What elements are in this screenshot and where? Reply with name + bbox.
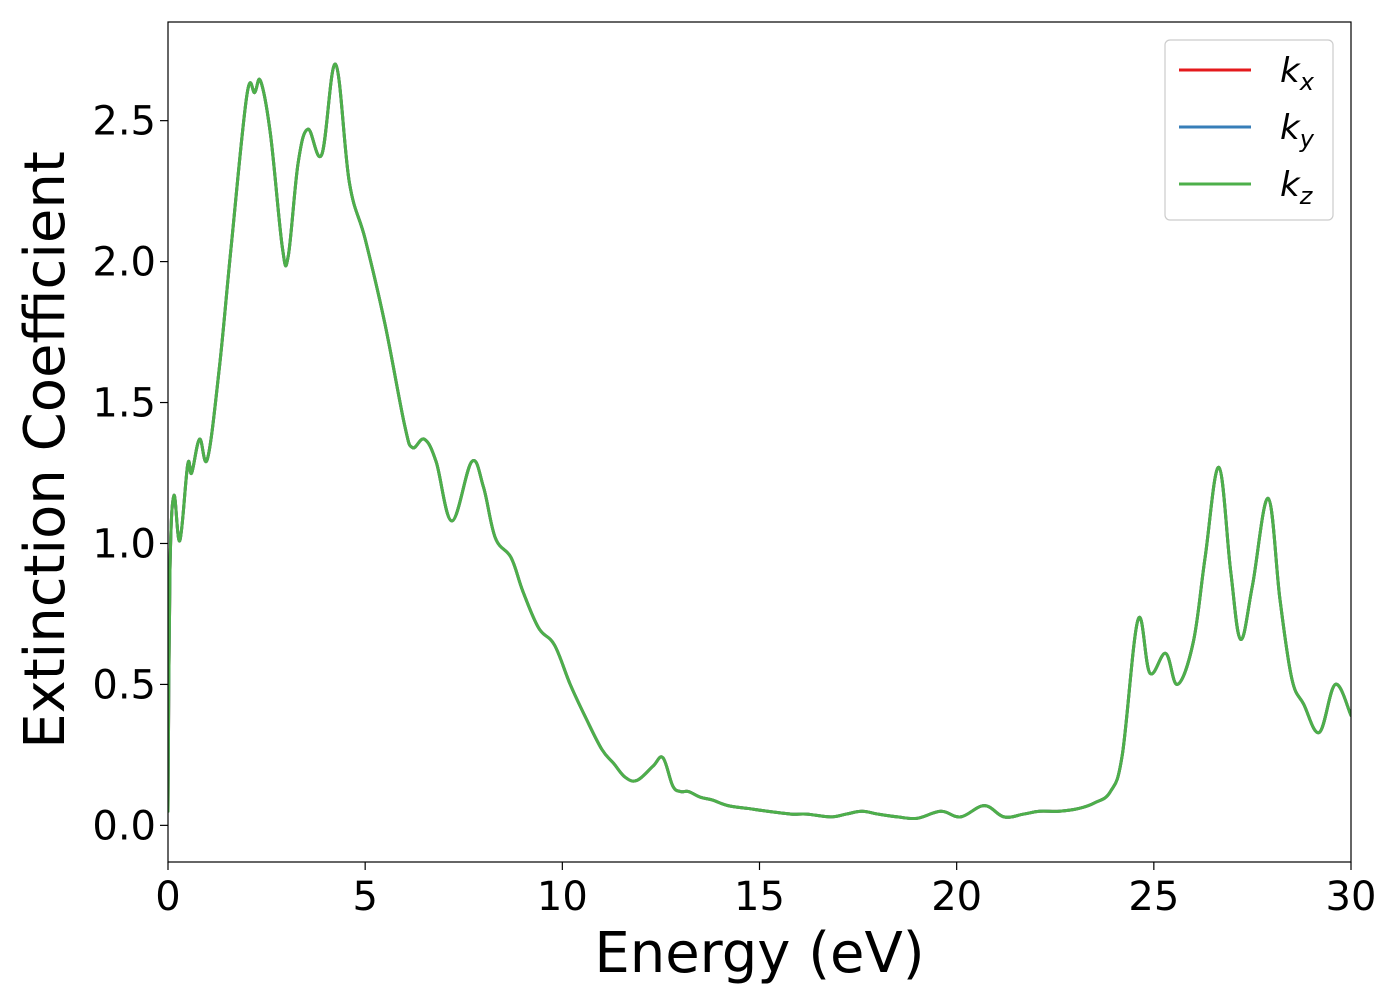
legend-label-sub: x — [1299, 68, 1315, 96]
series-layer — [168, 62, 1351, 821]
legend-label-main: k — [1280, 165, 1301, 205]
legend-label-y: ky — [1280, 108, 1315, 153]
legend-label-sub: z — [1299, 182, 1314, 210]
legend-box — [1164, 39, 1334, 221]
y-tick-label: 0.0 — [92, 803, 156, 849]
y-tick-label: 0.5 — [92, 662, 156, 708]
legend-label-main: k — [1280, 108, 1301, 148]
legend-label-sub: y — [1299, 125, 1315, 153]
axes-layer: 0 5 10 15 20 25 30 0.0 0.5 1.0 1.5 2.0 2.5 — [92, 21, 1377, 920]
y-axis-title: Extinction Coefficient — [13, 151, 78, 749]
x-tick-label: 25 — [1128, 874, 1179, 920]
legend-label-z: kz — [1280, 165, 1314, 210]
legend-label-x: kx — [1280, 51, 1315, 96]
x-tick-label: 10 — [537, 874, 588, 920]
x-tick-label: 5 — [352, 874, 377, 920]
series-line-z — [168, 62, 1351, 821]
y-tick-label: 2.5 — [92, 99, 156, 145]
x-tick-label: 0 — [155, 874, 180, 920]
x-tick-label: 30 — [1326, 874, 1377, 920]
y-tick-label: 1.5 — [92, 381, 156, 427]
y-tick-label: 2.0 — [92, 240, 156, 286]
x-axis-title: Energy (eV) — [594, 921, 924, 986]
x-tick-label: 15 — [734, 874, 785, 920]
y-tick-label: 1.0 — [92, 521, 156, 567]
x-tick-label: 20 — [931, 874, 982, 920]
legend-label-main: k — [1280, 51, 1301, 91]
